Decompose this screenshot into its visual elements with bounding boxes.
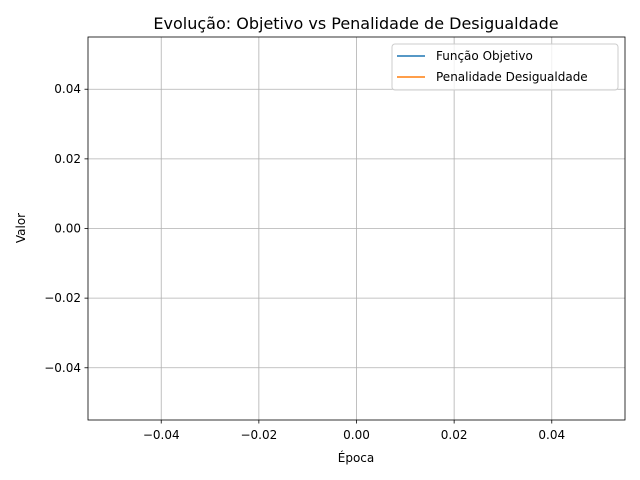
y-axis-label: Valor (14, 213, 28, 243)
x-tick-label: 0.04 (538, 428, 565, 442)
legend: Função Objetivo Penalidade Desigualdade (391, 43, 619, 91)
legend-label: Função Objetivo (436, 49, 533, 63)
x-axis: −0.04 −0.02 0.00 0.02 0.04 (143, 420, 565, 442)
y-tick-label: −0.04 (44, 361, 81, 375)
x-tick-label: 0.02 (441, 428, 468, 442)
chart-title: Evolução: Objetivo vs Penalidade de Desi… (153, 14, 558, 33)
y-tick-label: 0.02 (54, 152, 81, 166)
plot-area (87, 36, 626, 421)
x-axis-label: Época (338, 450, 375, 465)
x-tick-label: −0.02 (240, 428, 277, 442)
y-axis: −0.04 −0.02 0.00 0.02 0.04 (44, 82, 88, 375)
x-tick-label: −0.04 (143, 428, 180, 442)
x-tick-label: 0.00 (343, 428, 370, 442)
y-tick-label: 0.04 (54, 82, 81, 96)
y-tick-label: 0.00 (54, 222, 81, 236)
y-tick-label: −0.02 (44, 291, 81, 305)
legend-box (391, 43, 619, 91)
legend-label: Penalidade Desigualdade (436, 70, 588, 84)
